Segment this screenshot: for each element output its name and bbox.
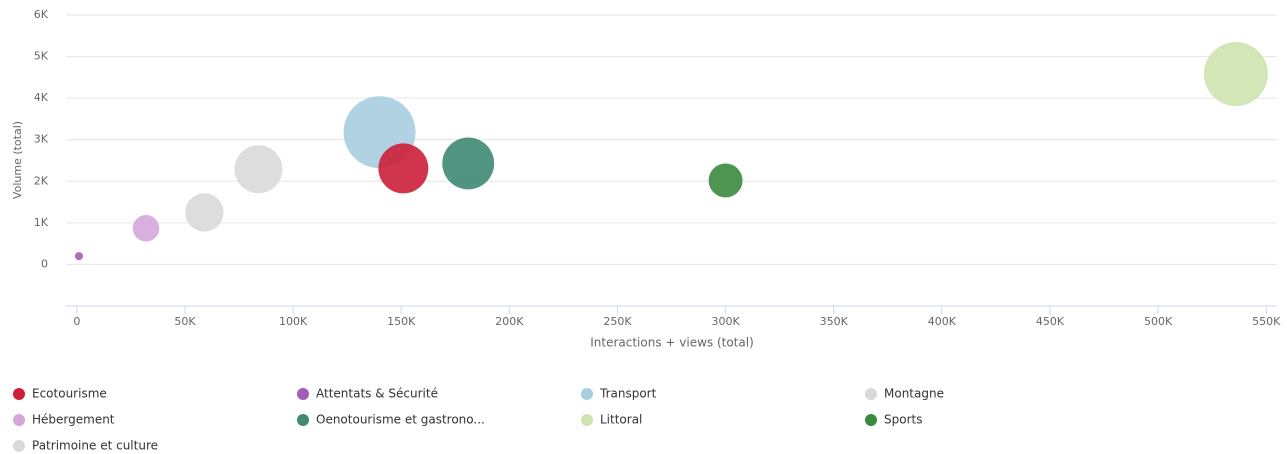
x-tick-label: 200K [495, 315, 524, 328]
legend-marker [865, 414, 877, 426]
x-tick-label: 500K [1144, 315, 1173, 328]
legend-text: Transport [599, 387, 657, 401]
legend-marker [13, 388, 25, 400]
x-tick-label: 550K [1252, 315, 1281, 328]
bubble [1203, 42, 1268, 107]
x-tick-label: 50K [174, 315, 196, 328]
y-axis-label: Volume (total) [11, 121, 24, 199]
x-tick-label: 400K [928, 315, 957, 328]
legend-marker [297, 414, 309, 426]
legend-marker [581, 414, 593, 426]
x-tick-label: 350K [820, 315, 849, 328]
bubble [74, 252, 83, 261]
bubble [185, 193, 224, 232]
legend-text: Ecotourisme [32, 387, 107, 401]
legend-text: Littoral [600, 413, 642, 427]
x-axis-label: Interactions + views (total) [590, 336, 754, 350]
x-tick-label: 250K [603, 315, 632, 328]
legend-marker [865, 388, 877, 400]
legend-text: Hébergement [32, 413, 115, 427]
legend-text: Sports [884, 413, 922, 427]
legend-text: Patrimoine et culture [32, 439, 158, 453]
legend-marker [13, 414, 25, 426]
x-tick-label: 300K [711, 315, 740, 328]
legend-marker [13, 440, 25, 452]
legend-text: Attentats & Sécurité [316, 387, 438, 401]
bubble [378, 143, 429, 194]
y-tick-label: 0 [41, 257, 48, 270]
legend-marker [297, 388, 309, 400]
y-tick-label: 3K [34, 133, 49, 146]
bubble [234, 145, 283, 194]
bubble [132, 214, 160, 242]
y-tick-label: 5K [34, 50, 49, 63]
y-tick-label: 6K [34, 8, 49, 21]
bubble [708, 163, 743, 198]
x-tick-label: 150K [387, 315, 416, 328]
x-tick-label: 100K [279, 315, 308, 328]
y-tick-label: 1K [34, 216, 49, 229]
y-tick-label: 2K [34, 174, 49, 187]
x-tick-label: 450K [1036, 315, 1065, 328]
legend-text: Montagne [884, 387, 944, 401]
y-tick-label: 4K [34, 91, 49, 104]
x-tick-label: 0 [73, 315, 80, 328]
legend-marker [581, 388, 593, 400]
bubble [442, 137, 495, 190]
legend-text: Oenotourisme et gastrono... [316, 413, 485, 427]
